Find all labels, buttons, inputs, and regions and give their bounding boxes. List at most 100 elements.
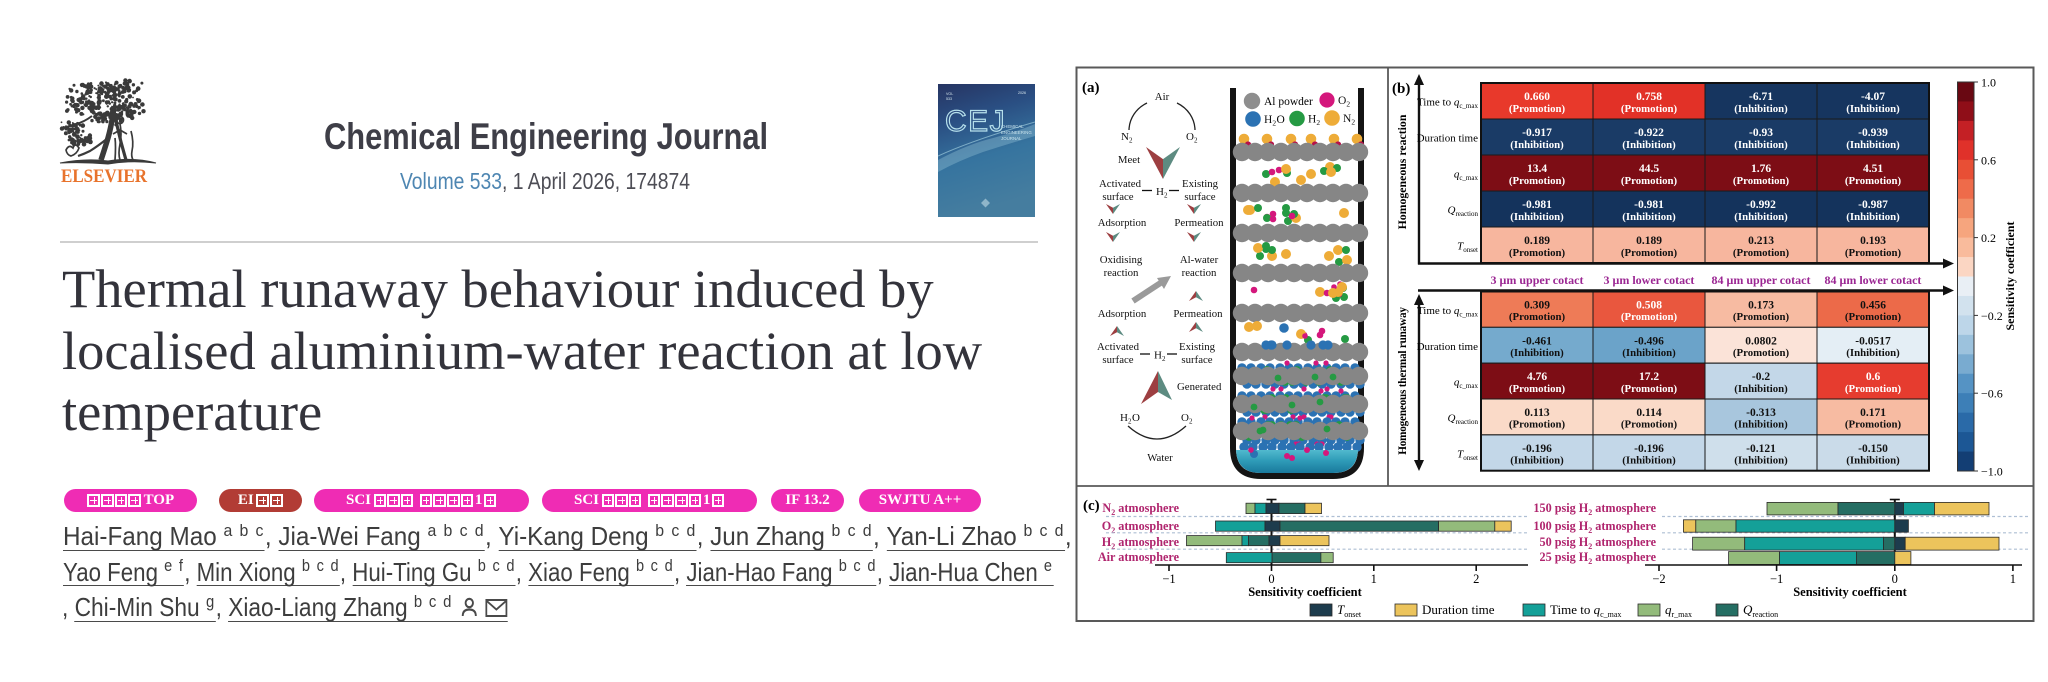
svg-text:533: 533	[946, 97, 952, 101]
svg-text:-6.71: -6.71	[1749, 91, 1773, 103]
svg-text:(Inhibition): (Inhibition)	[1734, 419, 1788, 431]
svg-text:(Promotion): (Promotion)	[1621, 103, 1678, 115]
svg-text:H2 atmosphere: H2 atmosphere	[1102, 535, 1180, 551]
svg-text:CEJ: CEJ	[945, 105, 1006, 138]
svg-text:Permeation: Permeation	[1173, 308, 1223, 320]
svg-text:(b): (b)	[1392, 81, 1410, 97]
svg-text:Tonset: Tonset	[1457, 241, 1478, 255]
svg-text:-0.461: -0.461	[1522, 335, 1552, 347]
svg-text:Air atmosphere: Air atmosphere	[1098, 550, 1180, 564]
svg-text:(a): (a)	[1082, 80, 1100, 96]
svg-text:0.171: 0.171	[1860, 407, 1886, 419]
svg-text:-0.313: -0.313	[1746, 407, 1776, 419]
svg-text:0.0802: 0.0802	[1745, 335, 1777, 347]
svg-text:N2: N2	[1343, 113, 1355, 127]
svg-text:(Inhibition): (Inhibition)	[1846, 347, 1900, 359]
svg-text:(Inhibition): (Inhibition)	[1846, 455, 1900, 467]
svg-text:Homogeneous thermal runaway: Homogeneous thermal runaway	[1397, 307, 1409, 455]
svg-text:84 μm lower cotact: 84 μm lower cotact	[1825, 273, 1922, 287]
svg-text:Duration time: Duration time	[1417, 341, 1479, 353]
svg-text:Activated: Activated	[1099, 178, 1142, 190]
svg-text:17.2: 17.2	[1639, 371, 1659, 383]
svg-text:H2: H2	[1308, 114, 1320, 128]
svg-text:Water: Water	[1147, 452, 1173, 464]
svg-text:13.4: 13.4	[1527, 163, 1547, 175]
svg-text:Adsorption: Adsorption	[1098, 308, 1147, 320]
svg-text:44.5: 44.5	[1639, 163, 1659, 175]
svg-text:0.2: 0.2	[1981, 231, 1996, 245]
svg-text:Meet: Meet	[1118, 154, 1140, 166]
svg-text:ELSEVIER: ELSEVIER	[61, 167, 148, 187]
svg-text:(Inhibition): (Inhibition)	[1622, 139, 1676, 151]
svg-text:(Promotion): (Promotion)	[1621, 383, 1678, 395]
svg-text:(Inhibition): (Inhibition)	[1734, 211, 1788, 223]
svg-text:−1: −1	[1162, 572, 1175, 586]
svg-text:-4.07: -4.07	[1861, 91, 1885, 103]
svg-text:(Promotion): (Promotion)	[1621, 247, 1678, 259]
svg-text:0.758: 0.758	[1636, 91, 1662, 103]
svg-text:H2: H2	[1264, 114, 1276, 128]
svg-text:0: 0	[1268, 572, 1274, 586]
svg-text:1.0: 1.0	[1981, 76, 1996, 90]
svg-text:(Inhibition): (Inhibition)	[1510, 139, 1564, 151]
svg-text:3 μm upper cotact: 3 μm upper cotact	[1491, 273, 1584, 287]
svg-text:O: O	[1277, 114, 1285, 126]
svg-text:1.76: 1.76	[1751, 163, 1771, 175]
svg-text:Time to qc_max: Time to qc_max	[1550, 602, 1621, 619]
svg-text:Sensitivity coefficient: Sensitivity coefficient	[1793, 585, 1907, 599]
svg-text:0.113: 0.113	[1524, 407, 1549, 419]
svg-text:−0.2: −0.2	[1981, 309, 2003, 323]
svg-text:Tonset: Tonset	[1337, 602, 1362, 619]
svg-text:Time to qc_max: Time to qc_max	[1417, 97, 1479, 111]
svg-text:H2: H2	[1156, 186, 1168, 200]
svg-text:Al-water: Al-water	[1180, 254, 1219, 266]
svg-text:(Promotion): (Promotion)	[1845, 383, 1902, 395]
svg-text:-0.917: -0.917	[1522, 127, 1552, 139]
svg-text:-0.496: -0.496	[1634, 335, 1664, 347]
svg-text:N2 atmosphere: N2 atmosphere	[1102, 501, 1179, 517]
svg-text:-0.981: -0.981	[1634, 199, 1664, 211]
svg-text:0.189: 0.189	[1524, 235, 1550, 247]
svg-text:(Promotion): (Promotion)	[1509, 175, 1566, 187]
svg-text:(c): (c)	[1083, 498, 1100, 514]
svg-text:surface: surface	[1181, 354, 1212, 366]
svg-text:qc_max: qc_max	[1454, 377, 1479, 391]
svg-text:surface: surface	[1184, 191, 1215, 203]
svg-text:Qreaction: Qreaction	[1743, 602, 1778, 619]
svg-text:(Promotion): (Promotion)	[1733, 347, 1790, 359]
svg-text:-0.0517: -0.0517	[1855, 335, 1891, 347]
svg-text:(Inhibition): (Inhibition)	[1734, 103, 1788, 115]
svg-text:0.173: 0.173	[1748, 299, 1774, 311]
svg-text:(Promotion): (Promotion)	[1845, 311, 1902, 323]
svg-text:Existing: Existing	[1179, 341, 1216, 353]
svg-text:3 μm lower cotact: 3 μm lower cotact	[1604, 273, 1695, 287]
svg-text:1: 1	[1371, 572, 1377, 586]
svg-text:Oxidising: Oxidising	[1100, 254, 1143, 266]
svg-text:25 psig H2 atmosphere: 25 psig H2 atmosphere	[1539, 550, 1656, 566]
svg-text:0.6: 0.6	[1866, 371, 1881, 383]
svg-text:0.309: 0.309	[1524, 299, 1550, 311]
svg-text:(Inhibition): (Inhibition)	[1734, 455, 1788, 467]
svg-text:(Inhibition): (Inhibition)	[1510, 455, 1564, 467]
svg-text:-0.981: -0.981	[1522, 199, 1552, 211]
svg-text:Duration time: Duration time	[1417, 133, 1479, 145]
svg-text:0.193: 0.193	[1860, 235, 1886, 247]
svg-text:(Inhibition): (Inhibition)	[1622, 347, 1676, 359]
svg-text:surface: surface	[1102, 191, 1133, 203]
svg-text:−0.6: −0.6	[1981, 387, 2003, 401]
svg-text:-0.939: -0.939	[1858, 127, 1888, 139]
svg-text:(Promotion): (Promotion)	[1509, 311, 1566, 323]
svg-text:(Inhibition): (Inhibition)	[1622, 455, 1676, 467]
svg-text:Adsorption: Adsorption	[1098, 217, 1147, 229]
svg-text:Al powder: Al powder	[1264, 96, 1313, 108]
svg-text:0.213: 0.213	[1748, 235, 1774, 247]
svg-text:O2 atmosphere: O2 atmosphere	[1102, 519, 1180, 535]
svg-text:(Inhibition): (Inhibition)	[1846, 211, 1900, 223]
svg-text:surface: surface	[1102, 354, 1133, 366]
svg-text:qr_max: qr_max	[1665, 602, 1692, 619]
svg-text:2: 2	[1473, 572, 1479, 586]
svg-text:(Promotion): (Promotion)	[1621, 419, 1678, 431]
svg-text:(Promotion): (Promotion)	[1733, 175, 1790, 187]
svg-text:0.660: 0.660	[1524, 91, 1550, 103]
svg-text:(Promotion): (Promotion)	[1845, 247, 1902, 259]
